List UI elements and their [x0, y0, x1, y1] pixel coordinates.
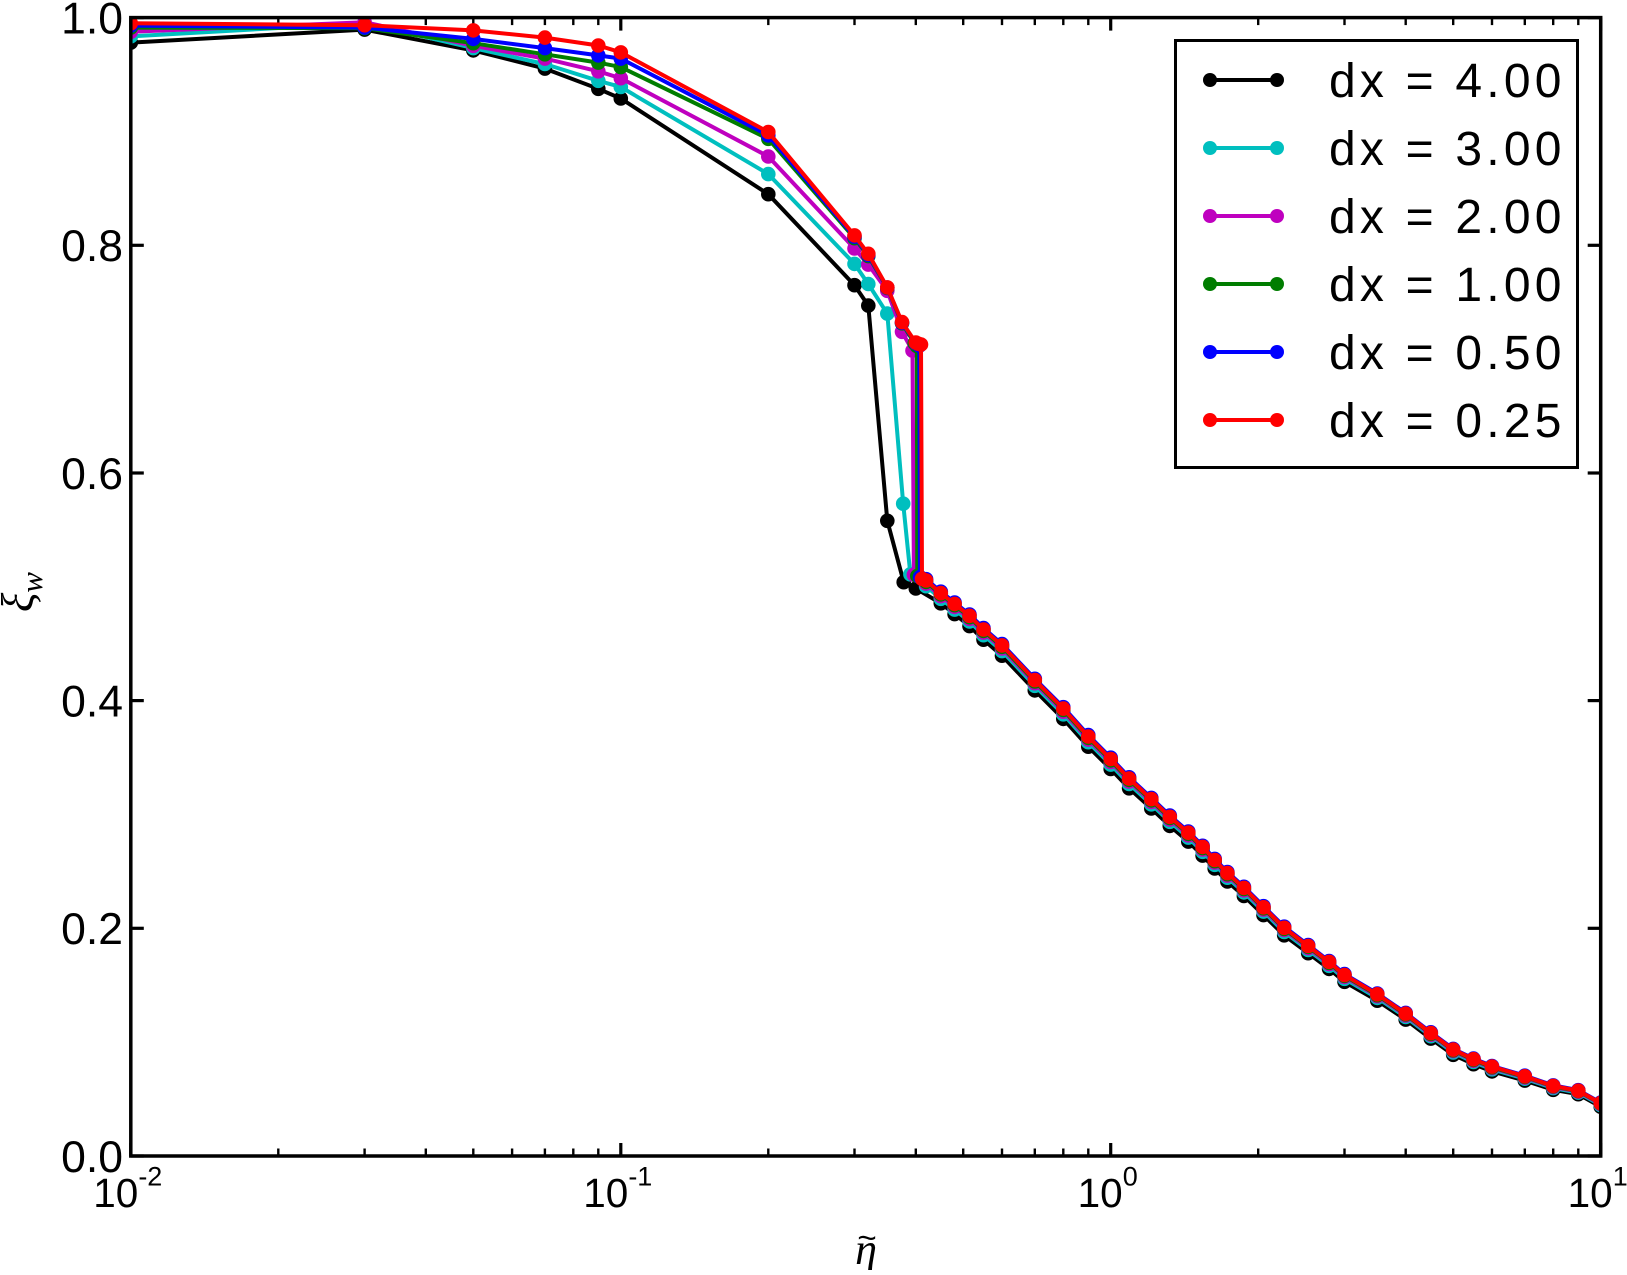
svg-text:η: η [855, 1225, 877, 1270]
svg-text:0.6: 0.6 [61, 450, 123, 499]
svg-text:dx = 4.00: dx = 4.00 [1329, 55, 1566, 108]
svg-text:0.8: 0.8 [61, 222, 123, 271]
svg-text:~: ~ [857, 1219, 876, 1256]
svg-text:dx = 0.50: dx = 0.50 [1329, 327, 1566, 380]
svg-text:0.4: 0.4 [61, 677, 123, 726]
svg-text:0.2: 0.2 [61, 905, 123, 954]
svg-text:1.0: 1.0 [61, 0, 123, 43]
svg-text:10-1: 10-1 [583, 1162, 652, 1217]
svg-text:dx = 2.00: dx = 2.00 [1329, 191, 1566, 244]
svg-text:0.0: 0.0 [61, 1133, 123, 1182]
svg-text:dx = 1.00: dx = 1.00 [1329, 259, 1566, 312]
svg-text:dx = 3.00: dx = 3.00 [1329, 123, 1566, 176]
svg-text:dx = 0.25: dx = 0.25 [1329, 395, 1566, 448]
